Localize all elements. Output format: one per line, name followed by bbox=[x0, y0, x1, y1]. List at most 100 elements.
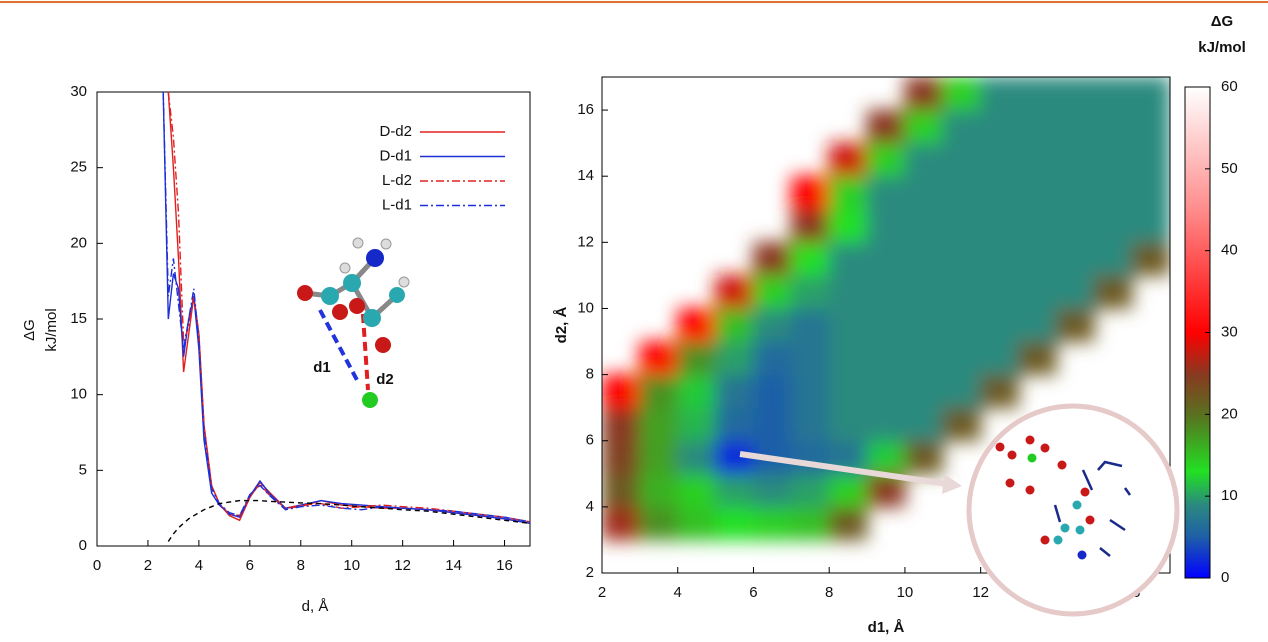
heat-cell bbox=[980, 109, 1020, 144]
heat-cell bbox=[790, 407, 830, 442]
heat-cell bbox=[790, 341, 830, 376]
heat-cell bbox=[866, 341, 906, 376]
heat-cell bbox=[904, 274, 944, 309]
molecule-inset bbox=[297, 237, 410, 408]
heat-cell bbox=[752, 374, 792, 409]
atom bbox=[1053, 535, 1063, 545]
heat-cell bbox=[677, 407, 717, 442]
colorbar-tick-label: 50 bbox=[1221, 160, 1238, 177]
atom bbox=[1027, 453, 1037, 463]
heat-cell bbox=[677, 440, 717, 475]
series-line bbox=[162, 91, 531, 523]
heat-cell bbox=[1093, 241, 1133, 276]
heat-cell bbox=[866, 407, 906, 442]
y-tick-label: 0 bbox=[79, 537, 87, 554]
heat-cell bbox=[790, 506, 830, 541]
x-tick-label: 4 bbox=[674, 584, 682, 601]
y-tick-label: 20 bbox=[70, 234, 87, 251]
heat-cell bbox=[1055, 109, 1095, 144]
heat-cell bbox=[828, 307, 868, 343]
heat-cell bbox=[602, 473, 641, 508]
colorbar-title: ΔG bbox=[1211, 13, 1233, 30]
inset bbox=[739, 403, 1180, 617]
atom bbox=[1040, 443, 1050, 453]
heat-cell bbox=[677, 506, 717, 541]
inset-circle bbox=[966, 403, 1180, 617]
heat-cell bbox=[715, 341, 754, 376]
heat-cell bbox=[942, 175, 982, 210]
heat-cell bbox=[980, 374, 1020, 409]
atom bbox=[1025, 435, 1035, 445]
y-axis-label: kJ/mol bbox=[43, 308, 60, 351]
heat-cell bbox=[715, 374, 754, 409]
heat-cell bbox=[752, 241, 792, 276]
heat-cell bbox=[639, 407, 679, 442]
heat-cell bbox=[942, 407, 982, 442]
heat-cell bbox=[980, 175, 1020, 210]
heat-cell bbox=[980, 208, 1020, 243]
heat-cell bbox=[866, 274, 906, 309]
x-tick-label: 12 bbox=[972, 584, 989, 601]
heat-cell bbox=[602, 506, 641, 541]
heat-cell bbox=[1018, 307, 1057, 343]
heat-cell bbox=[942, 208, 982, 243]
legend-label: L-d1 bbox=[382, 196, 412, 213]
heat-cell bbox=[790, 374, 830, 409]
heat-cell bbox=[1131, 241, 1170, 276]
heat-cell bbox=[904, 341, 944, 376]
series-line bbox=[162, 91, 531, 524]
plot-frame bbox=[601, 76, 1171, 574]
heat-cell bbox=[715, 473, 754, 508]
heatmap bbox=[602, 77, 1170, 541]
heat-cell bbox=[1131, 77, 1170, 111]
series-line bbox=[167, 91, 531, 523]
heat-cell bbox=[942, 109, 982, 144]
heatmap-cells bbox=[602, 77, 1170, 541]
heat-cell bbox=[942, 341, 982, 376]
heat-cell bbox=[904, 77, 944, 111]
heat-cell bbox=[904, 440, 944, 475]
heat-cell bbox=[866, 175, 906, 210]
colorbar-tick-label: 30 bbox=[1221, 323, 1238, 340]
heat-cell bbox=[715, 307, 754, 343]
heat-cell bbox=[904, 307, 944, 343]
arrow bbox=[739, 451, 949, 487]
heat-cell bbox=[828, 142, 868, 177]
y-tick-label: 8 bbox=[586, 366, 594, 383]
atom bbox=[1040, 535, 1050, 545]
y-tick-label: 6 bbox=[586, 432, 594, 449]
arrow-head bbox=[942, 474, 962, 494]
x-tick-label: 6 bbox=[749, 584, 757, 601]
heat-cell bbox=[1055, 307, 1095, 343]
heat-cell bbox=[1018, 208, 1057, 243]
x-tick-label: 10 bbox=[343, 557, 360, 574]
y-tick-label: 10 bbox=[577, 299, 594, 316]
heat-cell bbox=[790, 473, 830, 508]
heat-cell bbox=[790, 274, 830, 309]
heat-cell bbox=[828, 274, 868, 309]
x-tick-label: 2 bbox=[598, 584, 606, 601]
heat-cell bbox=[1055, 175, 1095, 210]
heat-cell bbox=[1131, 175, 1170, 210]
heat-cell bbox=[904, 407, 944, 442]
colorbar-tick-label: 10 bbox=[1221, 487, 1238, 504]
heat-cell bbox=[790, 440, 830, 475]
x-tick-label: 8 bbox=[297, 557, 305, 574]
atom bbox=[1025, 485, 1035, 495]
heat-cell bbox=[1093, 175, 1133, 210]
heat-cell bbox=[1018, 142, 1057, 177]
heat-cell bbox=[866, 307, 906, 343]
annotation: d2 bbox=[376, 371, 394, 388]
heat-cell bbox=[677, 341, 717, 376]
heat-cell bbox=[904, 208, 944, 243]
bonds bbox=[1053, 460, 1132, 557]
heat-cell bbox=[904, 374, 944, 409]
annotation: d1 bbox=[313, 359, 331, 376]
y-tick-label: 14 bbox=[577, 167, 594, 184]
heat-cell bbox=[602, 440, 641, 475]
heat-cell bbox=[866, 109, 906, 144]
heat-cell bbox=[752, 506, 792, 541]
x-tick-label: 0 bbox=[93, 557, 101, 574]
heat-cell bbox=[715, 274, 754, 309]
